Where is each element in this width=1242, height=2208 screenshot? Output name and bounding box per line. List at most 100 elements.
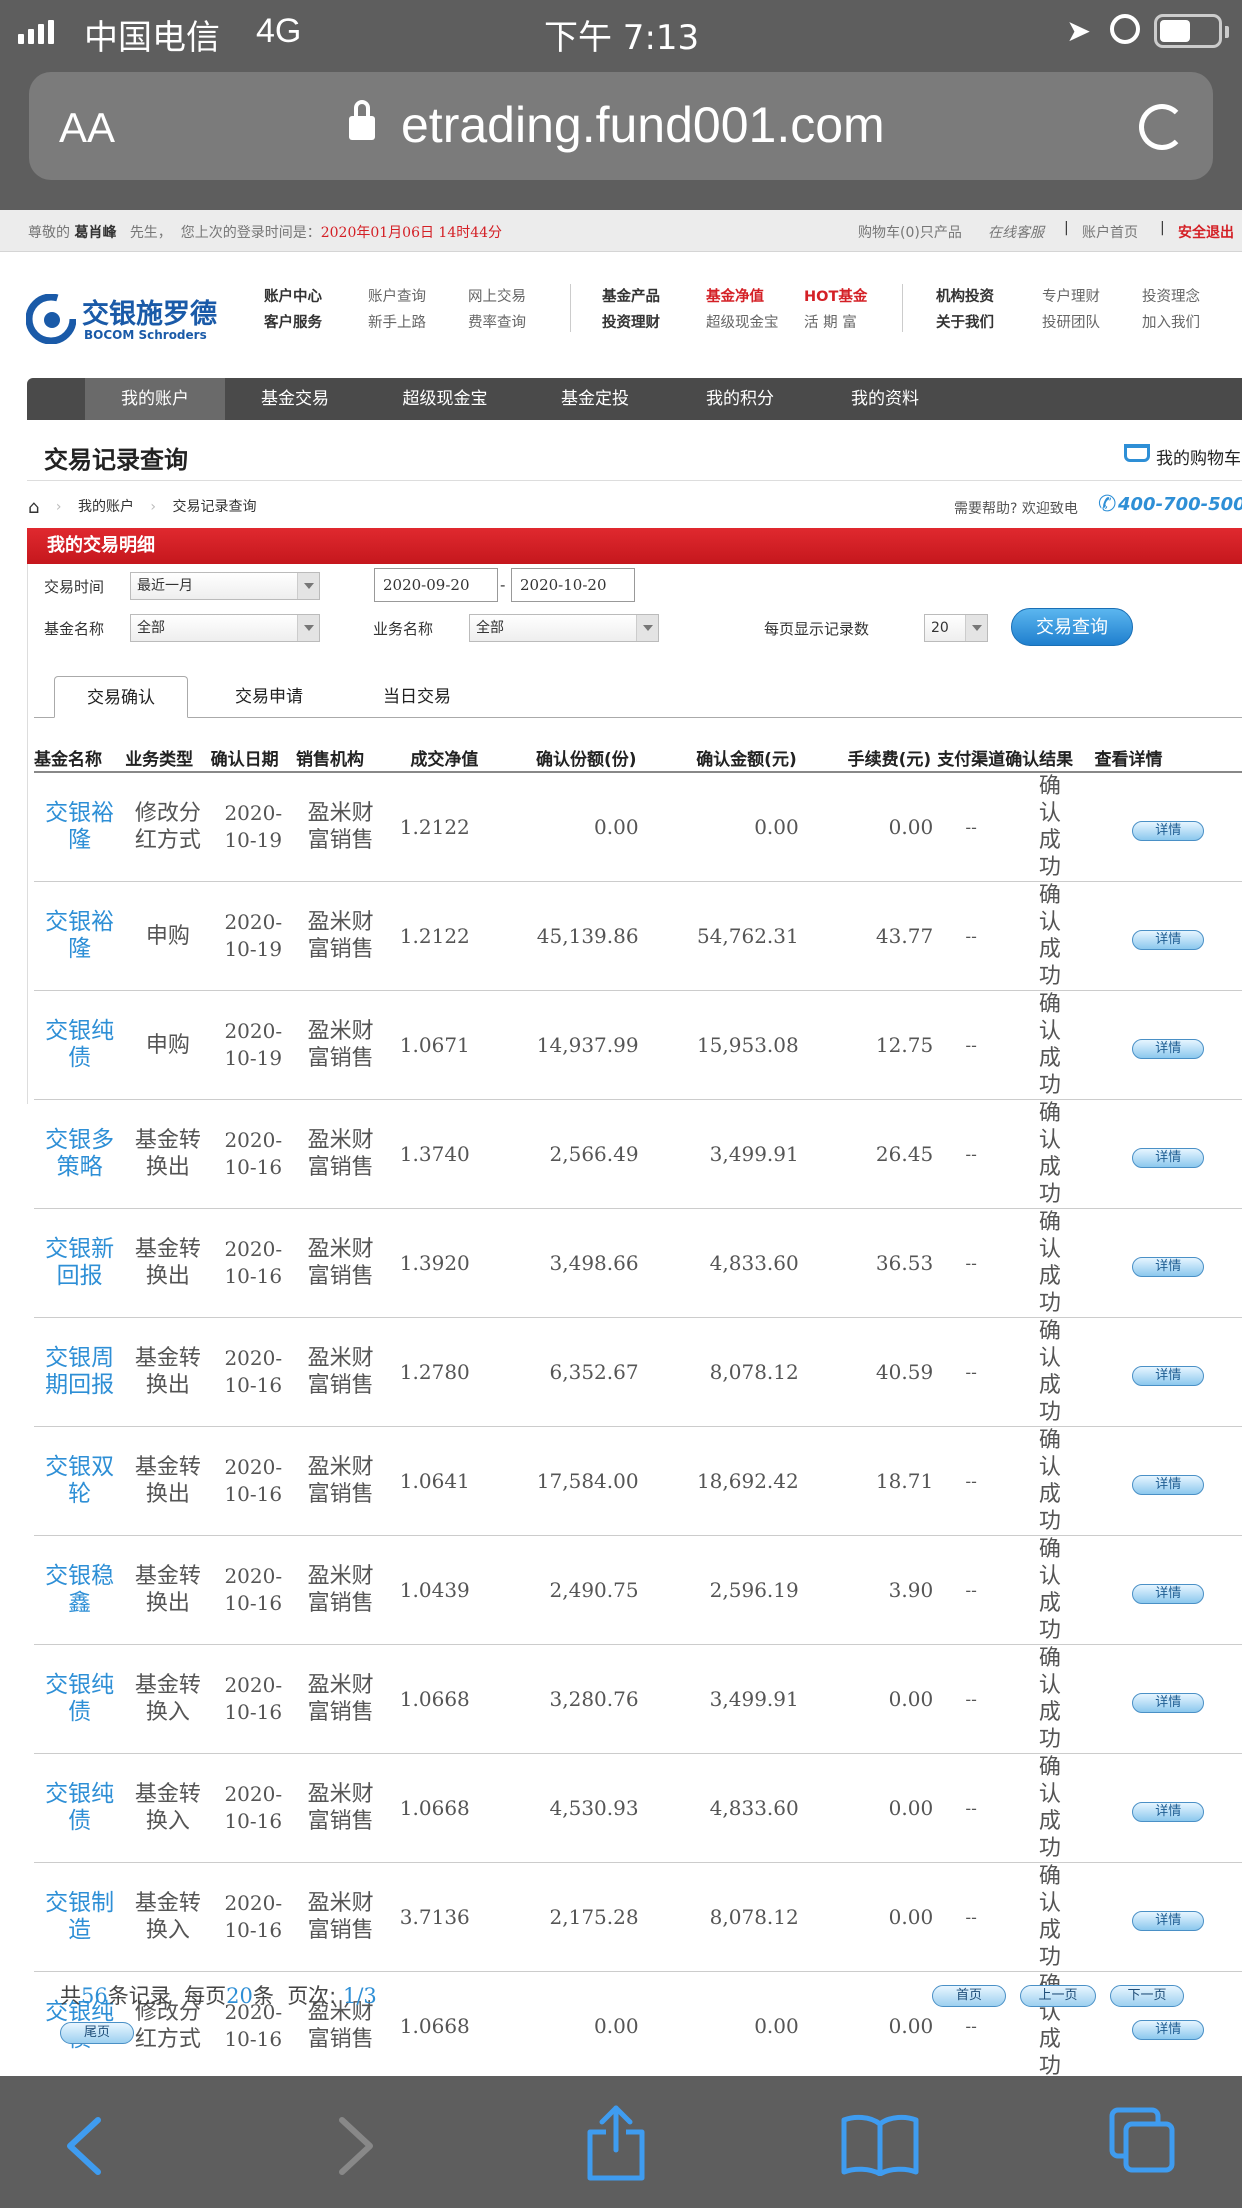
cart-count-link[interactable]: 购物车(0)只产品 bbox=[858, 225, 962, 241]
menu-online-trade[interactable]: 网上交易 bbox=[468, 289, 526, 305]
reload-icon[interactable] bbox=[1139, 104, 1185, 150]
cell-confirm-shares: 14,937.99 bbox=[484, 990, 643, 1100]
my-cart-link[interactable]: 我的购物车 bbox=[1156, 449, 1241, 469]
home-icon[interactable]: ⌂ bbox=[28, 497, 40, 518]
menu-about-us[interactable]: 关于我们 bbox=[936, 315, 994, 331]
detail-button[interactable]: 详情 bbox=[1132, 820, 1205, 841]
last-page-button[interactable]: 尾页 bbox=[60, 2022, 134, 2044]
cell-confirm-shares: 2,490.75 bbox=[484, 1535, 643, 1645]
per-page-select[interactable]: 20 bbox=[924, 614, 988, 642]
business-name-select[interactable]: 全部 bbox=[469, 614, 659, 642]
cell-confirm-amount: 0.00 bbox=[642, 1971, 803, 2076]
col-header-confirm-shares: 确认份额(份) bbox=[484, 744, 643, 773]
next-page-button[interactable]: 下一页 bbox=[1110, 1985, 1184, 2007]
menu-fee-query[interactable]: 费率查询 bbox=[468, 315, 526, 331]
col-header-fee: 手续费(元) bbox=[802, 744, 938, 773]
menu-account-center[interactable]: 账户中心 bbox=[264, 289, 322, 305]
cell-confirm-amount: 54,762.31 bbox=[642, 881, 803, 991]
cell-fund-name[interactable]: 交银双轮 bbox=[34, 1426, 126, 1536]
cell-fund-name[interactable]: 交银制造 bbox=[34, 1862, 126, 1972]
menu-beginner[interactable]: 新手上路 bbox=[368, 315, 426, 331]
user-title: 先生， bbox=[129, 225, 172, 241]
hotline-number[interactable]: 400-700-5000 bbox=[1118, 494, 1242, 515]
cell-fund-name[interactable]: 交银纯债 bbox=[34, 990, 126, 1100]
breadcrumb-my-account[interactable]: 我的账户 bbox=[77, 499, 134, 515]
chevron-down-icon bbox=[297, 615, 319, 641]
tabs-icon[interactable] bbox=[1108, 2106, 1178, 2176]
menu-join-us[interactable]: 加入我们 bbox=[1142, 315, 1200, 331]
cell-view-detail: 详情 bbox=[1094, 881, 1242, 991]
account-home-link[interactable]: 账户首页 bbox=[1082, 225, 1138, 241]
tab-trade-apply[interactable]: 交易申请 bbox=[235, 687, 303, 707]
cell-fund-name[interactable]: 交银稳鑫 bbox=[34, 1535, 126, 1645]
date-from-input[interactable]: 2020-09-20 bbox=[374, 568, 498, 602]
cell-fund-name[interactable]: 交银裕隆 bbox=[34, 881, 126, 991]
menu-fund-nav[interactable]: 基金净值 bbox=[706, 289, 764, 305]
detail-button[interactable]: 详情 bbox=[1132, 1038, 1205, 1059]
tab-today-trade[interactable]: 当日交易 bbox=[383, 687, 451, 707]
nav-my-account[interactable]: 我的账户 bbox=[85, 378, 225, 420]
cell-confirm-result: 确认成功 bbox=[1005, 1208, 1095, 1318]
cell-business-type: 申购 bbox=[125, 990, 211, 1100]
menu-wealth[interactable]: 投资理财 bbox=[602, 315, 660, 331]
address-bar[interactable]: AA etrading.fund001.com bbox=[29, 72, 1213, 180]
menu-super-cash[interactable]: 超级现金宝 bbox=[706, 315, 779, 331]
detail-button[interactable]: 详情 bbox=[1132, 929, 1205, 950]
date-to-input[interactable]: 2020-10-20 bbox=[511, 568, 635, 602]
detail-button[interactable]: 详情 bbox=[1132, 1365, 1205, 1386]
menu-account-query[interactable]: 账户查询 bbox=[368, 289, 426, 305]
detail-button[interactable]: 详情 bbox=[1132, 1692, 1205, 1713]
cell-business-type: 基金转换出 bbox=[125, 1426, 211, 1536]
detail-button[interactable]: 详情 bbox=[1132, 1910, 1205, 1931]
detail-button[interactable]: 详情 bbox=[1132, 2019, 1205, 2040]
tab-trade-confirm[interactable]: 交易确认 bbox=[54, 676, 188, 718]
cell-fund-name[interactable]: 交银纯债 bbox=[34, 1644, 126, 1754]
nav-fund-plan[interactable]: 基金定投 bbox=[561, 389, 629, 409]
menu-philosophy[interactable]: 投资理念 bbox=[1142, 289, 1200, 305]
chevron-down-icon bbox=[636, 615, 658, 641]
menu-special-account[interactable]: 专户理财 bbox=[1042, 289, 1100, 305]
nav-my-profile[interactable]: 我的资料 bbox=[851, 389, 919, 409]
menu-research-team[interactable]: 投研团队 bbox=[1042, 315, 1100, 331]
back-icon[interactable] bbox=[62, 2114, 106, 2178]
first-page-button[interactable]: 首页 bbox=[932, 1985, 1006, 2007]
menu-customer-service[interactable]: 客户服务 bbox=[264, 315, 322, 331]
detail-button[interactable]: 详情 bbox=[1132, 1474, 1205, 1495]
menu-fund-products[interactable]: 基金产品 bbox=[602, 289, 660, 305]
detail-button[interactable]: 详情 bbox=[1132, 1801, 1205, 1822]
cell-confirm-date: 2020-10-16 bbox=[210, 1317, 296, 1427]
cell-fund-name[interactable]: 交银多策略 bbox=[34, 1099, 126, 1209]
menu-hot-fund[interactable]: HOT基金 bbox=[804, 289, 868, 305]
menu-current-rich[interactable]: 活 期 富 bbox=[804, 315, 857, 331]
text-size-button[interactable]: AA bbox=[59, 104, 116, 151]
cell-fund-name[interactable]: 交银纯债 bbox=[34, 1753, 126, 1863]
online-service-link[interactable]: 在线客服 bbox=[988, 225, 1044, 241]
logo-mark-icon bbox=[26, 294, 76, 344]
cell-confirm-result: 确认成功 bbox=[1005, 881, 1095, 991]
detail-button[interactable]: 详情 bbox=[1132, 1147, 1205, 1168]
cell-confirm-result: 确认成功 bbox=[1005, 1426, 1095, 1536]
trade-time-select[interactable]: 最近一月 bbox=[130, 572, 320, 600]
cell-payment-channel: -- bbox=[937, 772, 1006, 882]
url-text[interactable]: etrading.fund001.com bbox=[401, 97, 885, 153]
forward-icon[interactable] bbox=[334, 2114, 378, 2178]
nav-my-points[interactable]: 我的积分 bbox=[706, 389, 774, 409]
fund-name-select[interactable]: 全部 bbox=[130, 614, 320, 642]
nav-fund-trade[interactable]: 基金交易 bbox=[261, 389, 329, 409]
cell-fund-name[interactable]: 交银周期回报 bbox=[34, 1317, 126, 1427]
share-icon[interactable] bbox=[584, 2102, 648, 2182]
cell-fund-name[interactable]: 交银裕隆 bbox=[34, 772, 126, 882]
cell-fund-name[interactable]: 交银新回报 bbox=[34, 1208, 126, 1318]
nav-super-cash[interactable]: 超级现金宝 bbox=[402, 389, 488, 409]
menu-institutional[interactable]: 机构投资 bbox=[936, 289, 994, 305]
detail-button[interactable]: 详情 bbox=[1132, 1583, 1205, 1604]
logout-link[interactable]: 安全退出 bbox=[1178, 225, 1234, 241]
logo[interactable]: 交银施罗德 BOCOM Schroders bbox=[26, 290, 236, 350]
prev-page-button[interactable]: 上一页 bbox=[1020, 1985, 1096, 2007]
cart-icon[interactable] bbox=[1124, 444, 1150, 462]
detail-button[interactable]: 详情 bbox=[1132, 1256, 1205, 1277]
cell-view-detail: 详情 bbox=[1094, 1753, 1242, 1863]
cell-payment-channel: -- bbox=[937, 1426, 1006, 1536]
query-button[interactable]: 交易查询 bbox=[1011, 608, 1133, 646]
bookmarks-icon[interactable] bbox=[840, 2114, 920, 2176]
